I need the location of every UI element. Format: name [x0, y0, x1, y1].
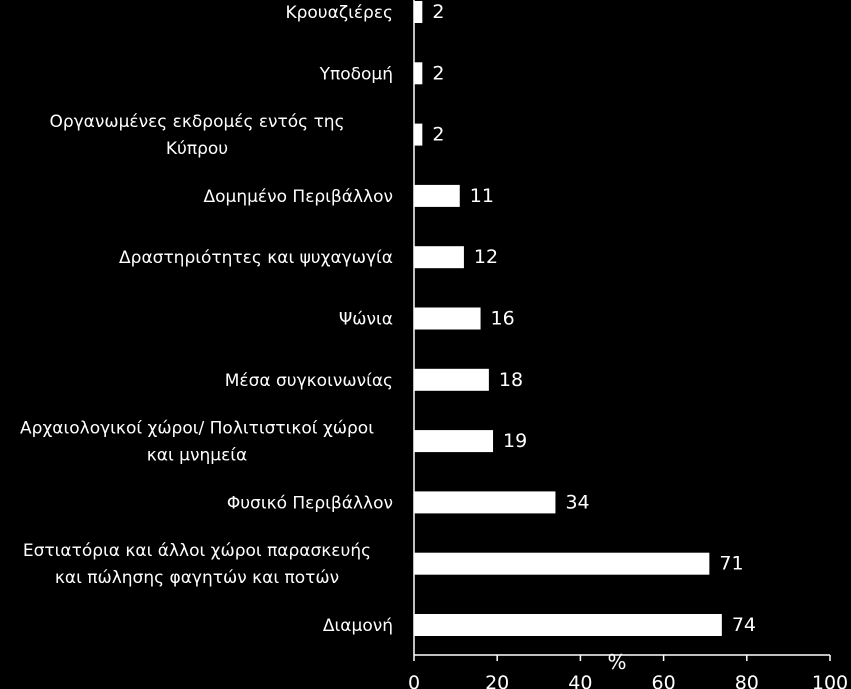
- category-label: Εστιατόρια και άλλοι χώροι παρασκευής: [23, 541, 371, 561]
- bar: [414, 491, 556, 514]
- data-label: 74: [732, 614, 756, 636]
- category-label: και μνημεία: [147, 446, 247, 466]
- bar: [414, 307, 481, 330]
- bar: [414, 1, 423, 23]
- data-label: 12: [474, 246, 498, 268]
- category-label: Μέσα συγκοινωνίας: [225, 371, 393, 391]
- bar: [414, 184, 460, 207]
- data-label: 2: [432, 1, 444, 23]
- x-tick-label: 80: [735, 672, 759, 689]
- category-label: Αρχαιολογικοί χώροι/ Πολιτιστικοί χώροι: [20, 419, 374, 439]
- bar: [414, 368, 489, 391]
- category-label: Δραστηριότητες και ψυχαγωγία: [119, 248, 393, 268]
- data-label: 2: [432, 62, 444, 84]
- x-tick-label: 20: [485, 672, 509, 689]
- category-label: Υποδομή: [319, 64, 393, 84]
- category-label: Οργανωμένες εκδρομές εντός της: [49, 112, 344, 132]
- category-label: Κρουαζιέρες: [285, 3, 393, 23]
- data-label: 18: [499, 369, 523, 391]
- x-tick-label: 40: [568, 672, 592, 689]
- category-label: Διαμονή: [323, 616, 393, 636]
- data-label: 2: [432, 124, 444, 146]
- data-label: 16: [491, 308, 515, 330]
- bars-group: 2 Κρουαζιέρες 2 Υποδομή 2 Οργανωμένες εκδρομέ…: [20, 1, 756, 636]
- x-tick-label: 60: [652, 672, 676, 689]
- category-label: και πώλησης φαγητών και ποτών: [55, 568, 339, 588]
- data-label: 11: [470, 185, 494, 207]
- x-axis: % 0 20 40 60 80 100: [408, 0, 848, 689]
- bar: [414, 552, 710, 575]
- x-tick-label: 100: [812, 672, 848, 689]
- category-label: Ψώνια: [339, 310, 393, 330]
- bar: [414, 246, 464, 269]
- x-axis-label: %: [607, 650, 626, 674]
- bar: [414, 430, 494, 453]
- data-label: 34: [565, 491, 589, 513]
- bar: [414, 614, 722, 636]
- x-tick-label: 0: [408, 672, 420, 689]
- category-label: Φυσικό Περιβάλλον: [227, 493, 393, 513]
- bar: [414, 123, 423, 146]
- bar: [414, 62, 423, 85]
- data-label: 71: [719, 553, 743, 575]
- category-label: Δομημένο Περιβάλλον: [203, 187, 393, 207]
- category-label: Κύπρου: [166, 139, 228, 159]
- data-label: 19: [503, 430, 527, 452]
